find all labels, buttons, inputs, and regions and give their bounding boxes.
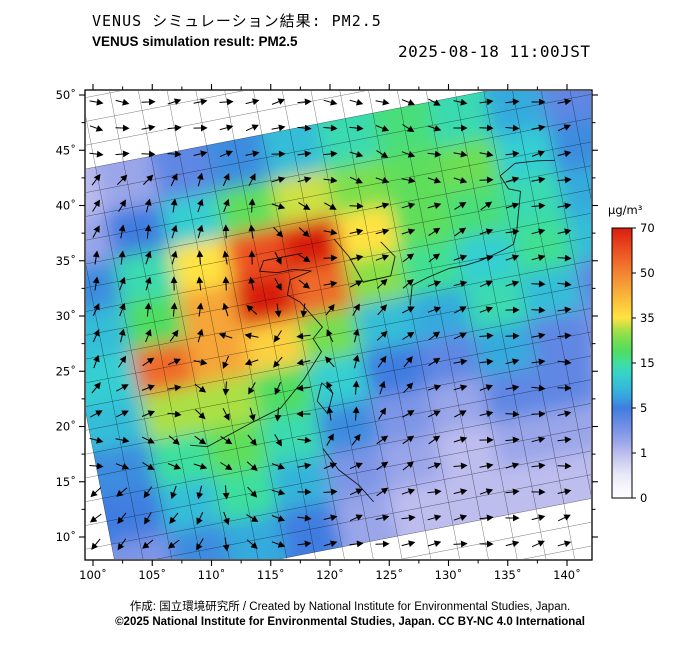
y-tick-label: 50˚: [56, 87, 76, 102]
x-tick-label: 105˚: [138, 567, 166, 582]
x-tick-label: 130˚: [435, 567, 463, 582]
y-tick-label: 45˚: [56, 142, 76, 157]
y-tick-label: 40˚: [56, 198, 76, 213]
colorbar-tick-label: 1: [640, 446, 647, 460]
x-tick-label: 115˚: [257, 567, 285, 582]
page-title-japanese: VENUS シミュレーション結果: PM2.5: [92, 12, 382, 30]
simulation-timestamp: 2025-08-18 11:00JST: [398, 42, 591, 61]
license-line: ©2025 National Institute for Environment…: [115, 616, 585, 628]
y-tick-label: 10˚: [56, 529, 76, 544]
x-tick-label: 135˚: [494, 567, 522, 582]
y-tick-label: 20˚: [56, 419, 76, 434]
x-tick-label: 140˚: [553, 567, 581, 582]
colorbar-tick-label: 35: [640, 311, 655, 325]
colorbar-tick-label: 15: [640, 356, 655, 370]
y-tick-label: 25˚: [56, 363, 76, 378]
y-tick-label: 35˚: [56, 253, 76, 268]
page-title-english: VENUS simulation result: PM2.5: [92, 34, 298, 49]
colorbar-tick-label: 50: [640, 266, 655, 280]
map-axes-frame: 100˚ 105˚ 110˚ 115˚ 120˚ 125˚ 130˚ 135˚ 140˚ 50˚ 4…: [56, 84, 598, 582]
x-tick-label: 110˚: [198, 567, 226, 582]
colorbar-gradient: [611, 227, 633, 499]
colorbar-tick-label: 70: [640, 221, 655, 235]
y-tick-label: 30˚: [56, 308, 76, 323]
colorbar-legend: µg/m³ 70 50 35 15 5 1 0: [608, 203, 655, 505]
colorbar-unit-label: µg/m³: [608, 203, 643, 217]
colorbar-tick-label: 0: [640, 491, 647, 505]
x-tick-label: 120˚: [316, 567, 344, 582]
colorbar-tick-label: 5: [640, 401, 647, 415]
credit-line: 作成: 国立環境研究所 / Created by National Instit…: [129, 601, 571, 613]
x-tick-label: 100˚: [79, 567, 107, 582]
x-tick-label: 125˚: [375, 567, 403, 582]
y-tick-label: 15˚: [56, 474, 76, 489]
wind-vector-layer: [89, 98, 572, 552]
